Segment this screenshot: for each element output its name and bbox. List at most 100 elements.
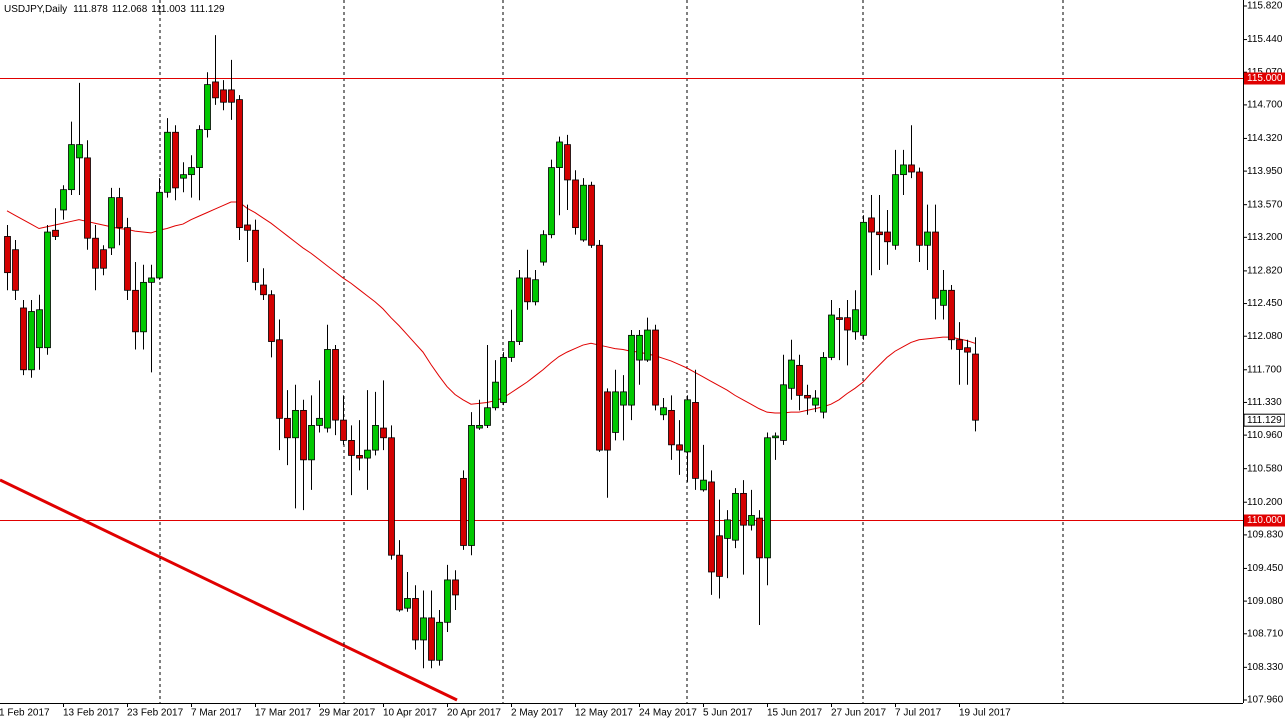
candle-body (828, 314, 835, 358)
y-tick-label: 114.700 (1247, 100, 1283, 111)
x-tick-label: 27 Jun 2017 (831, 708, 886, 719)
candle-body (444, 579, 451, 623)
candle-body (860, 221, 867, 336)
x-tick-label: 13 Feb 2017 (63, 708, 120, 719)
candle-body (540, 234, 547, 263)
candle-body (356, 455, 363, 459)
candle-body (900, 164, 907, 176)
candle-body (684, 399, 691, 453)
candle-body (892, 174, 899, 246)
x-tick-label: 10 Apr 2017 (383, 708, 437, 719)
candle-body (804, 394, 811, 399)
candle-body (876, 231, 883, 236)
candle-body (44, 231, 51, 349)
candle-body (380, 427, 387, 439)
candle-body (668, 409, 675, 446)
candle-body (164, 131, 171, 193)
candle-body (516, 277, 523, 342)
candle-body (700, 479, 707, 491)
candle-body (300, 409, 307, 461)
candle-body (316, 417, 323, 426)
candle-body (276, 339, 283, 419)
candle-body (188, 167, 195, 176)
candle-body (852, 309, 859, 333)
chart-header: USDJPY,Daily 111.878 112.068 111.003 111.129 (4, 4, 225, 15)
y-tick-label: 108.330 (1247, 662, 1284, 673)
candle-body (772, 435, 779, 439)
trend-line (0, 478, 458, 702)
candle-body (604, 391, 611, 451)
candle-body (12, 249, 19, 291)
candle-body (956, 339, 963, 350)
candle-body (780, 384, 787, 441)
candle-body (708, 481, 715, 573)
candle-body (396, 554, 403, 611)
candle-body (292, 409, 299, 439)
candle-body (508, 341, 515, 358)
candle-body (252, 229, 259, 283)
x-tick-label: 19 Jul 2017 (959, 708, 1011, 719)
candle-body (732, 492, 739, 541)
x-tick-label: 24 May 2017 (639, 708, 697, 719)
candle-body (412, 598, 419, 641)
chart-title: USDJPY,Daily (4, 4, 67, 15)
x-tick-label: 17 Mar 2017 (255, 708, 312, 719)
candle-body (788, 359, 795, 389)
y-tick-label: 111.330 (1247, 397, 1282, 408)
candle-body (268, 294, 275, 342)
candle-body (172, 131, 179, 189)
y-tick-label: 112.820 (1247, 266, 1283, 277)
candle-body (612, 391, 619, 433)
candle-body (716, 535, 723, 577)
x-tick-label: 29 Mar 2017 (319, 708, 376, 719)
candle-body (244, 224, 251, 231)
candle-body (92, 237, 99, 269)
candle-body (524, 277, 531, 303)
candle-body (564, 144, 571, 181)
candle-body (596, 244, 603, 451)
y-tick-label: 111.700 (1247, 364, 1282, 375)
candle-body (620, 391, 627, 406)
candle-body (348, 440, 355, 456)
candle-body (340, 419, 347, 441)
candle-body (324, 349, 331, 429)
candle-body (236, 99, 243, 229)
y-tick-label: 109.450 (1247, 563, 1284, 574)
candle-body (420, 617, 427, 641)
candle-body (436, 621, 443, 661)
candle-body (572, 179, 579, 229)
x-tick-label: 12 May 2017 (575, 708, 633, 719)
candle-body (764, 437, 771, 559)
candle-body (676, 444, 683, 451)
candle-body (140, 281, 147, 333)
candle-body (748, 515, 755, 526)
candle-body (212, 81, 219, 99)
candle-body (484, 407, 491, 426)
candle-body (332, 349, 339, 421)
candle-body (156, 191, 163, 279)
level-label: 115.000 (1247, 73, 1283, 84)
candle-body (132, 289, 139, 333)
candle-body (972, 353, 979, 421)
candle-body (308, 425, 315, 461)
candle-body (724, 519, 731, 539)
candle-body (916, 171, 923, 246)
y-tick-label: 110.960 (1247, 430, 1283, 441)
y-tick-label: 112.080 (1247, 331, 1283, 342)
candle-body (812, 397, 819, 406)
candle-body (868, 217, 875, 233)
candle-body (220, 89, 227, 103)
candle-body (836, 317, 843, 320)
candle-body (636, 334, 643, 361)
candle-body (68, 144, 75, 191)
candle-body (100, 249, 107, 269)
candle-body (644, 329, 651, 361)
candle-body (652, 329, 659, 406)
candle-body (692, 402, 699, 479)
candle-body (228, 89, 235, 103)
close-value: 111.129 (190, 4, 225, 15)
candle-body (52, 229, 59, 237)
candle-body (588, 184, 595, 246)
candle-body (468, 425, 475, 546)
candle-body (364, 449, 371, 459)
